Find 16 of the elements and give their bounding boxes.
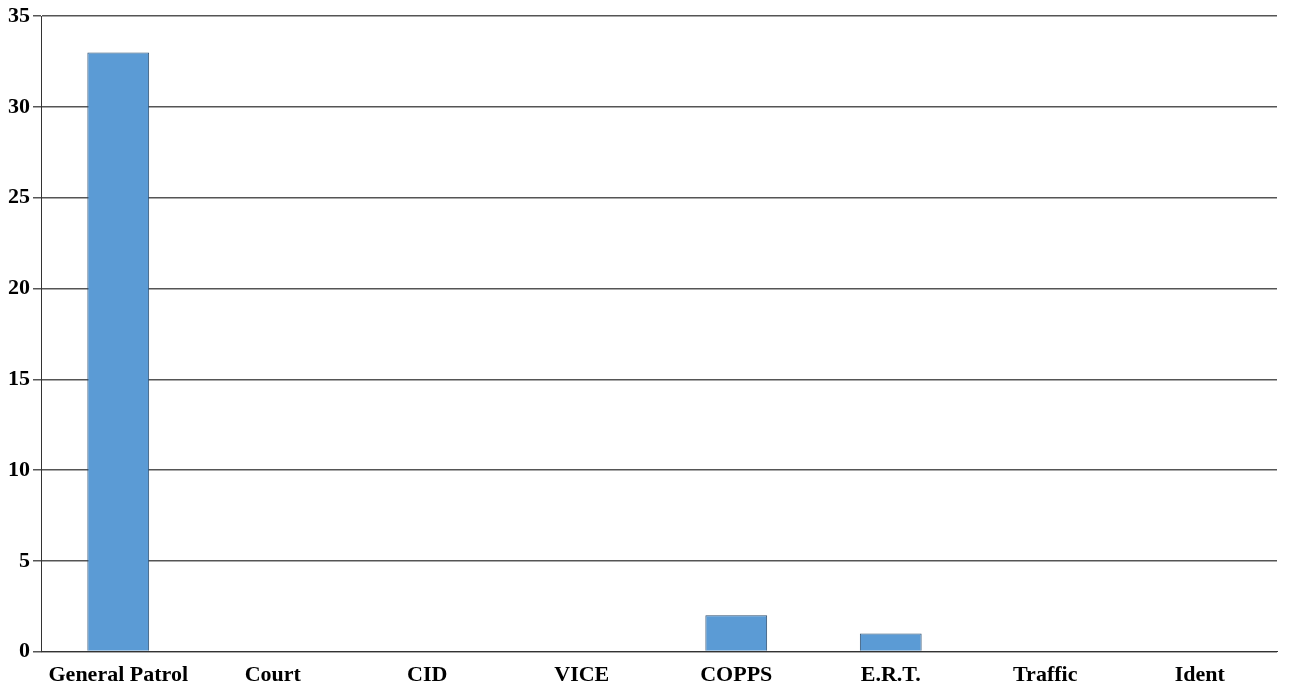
x-tick-label: General Patrol — [48, 661, 188, 687]
y-tick-label: 5 — [19, 546, 30, 572]
x-tick-label: Traffic — [1013, 661, 1078, 687]
y-tick-label: 35 — [8, 1, 30, 27]
y-tick-label: 20 — [8, 274, 30, 300]
y-tick-label: 15 — [8, 364, 30, 390]
x-tick-label: Ident — [1174, 661, 1226, 687]
y-tick-label: 0 — [19, 637, 30, 663]
y-tick-label: 30 — [8, 92, 30, 118]
x-tick-label: E.R.T. — [860, 661, 921, 687]
x-tick-label: VICE — [554, 661, 610, 687]
x-tick-label: COPPS — [700, 661, 773, 687]
x-tick-label: Court — [244, 661, 302, 687]
y-tick-label: 10 — [8, 455, 30, 481]
x-tick-label: CID — [407, 661, 448, 687]
y-tick-label: 25 — [8, 183, 30, 209]
